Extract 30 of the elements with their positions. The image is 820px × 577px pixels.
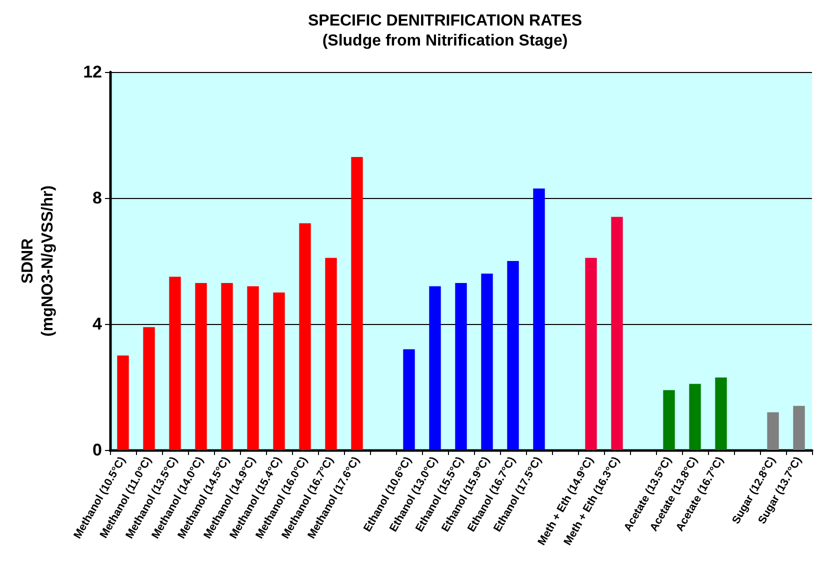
bar [169,276,181,450]
bar [429,286,441,450]
y-tick-label: 8 [92,188,102,208]
bar [117,356,129,450]
bar [767,412,779,450]
bar [273,292,285,450]
bar [299,223,311,450]
y-axis-title: SDNR (mgNO3-N/gVSS/hr) [20,185,56,337]
bar [507,261,519,450]
y-tick-label: 4 [92,314,103,334]
y-tick-label: 0 [92,440,102,460]
bar [585,258,597,450]
bar [455,283,467,450]
bar [195,283,207,450]
bar [611,216,623,450]
bar [533,188,545,450]
bar [793,406,805,450]
bar [143,327,155,450]
bar [715,378,727,450]
y-tick-label: 12 [83,62,102,82]
bar [689,384,701,450]
chart-subtitle: (Sludge from Nitrification Stage) [322,32,568,50]
bar [663,390,675,450]
chart-title: SPECIFIC DENITRIFICATION RATES [308,12,582,30]
bar [481,274,493,450]
bar [351,157,363,450]
bar [221,283,233,450]
bar [403,349,415,450]
bar [247,286,259,450]
bar [325,258,337,450]
